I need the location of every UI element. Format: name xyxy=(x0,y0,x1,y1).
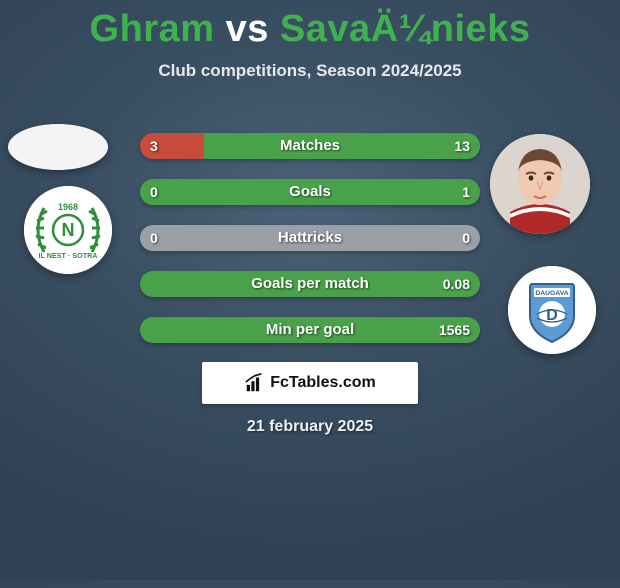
svg-text:IL NEST · SOTRA: IL NEST · SOTRA xyxy=(39,251,98,260)
stat-label: Hattricks xyxy=(140,225,480,251)
bar-chart-icon xyxy=(244,372,266,394)
player1-club-logo: 1968 N IL NEST · SOTRA xyxy=(24,186,112,274)
comparison-title: Ghram vs SavaÄ¼nieks xyxy=(0,8,620,51)
date-text: 21 february 2025 xyxy=(0,418,620,436)
player1-photo xyxy=(8,124,108,170)
vs-text: vs xyxy=(226,8,269,50)
player2-club-logo: DAUGAVA D xyxy=(508,266,596,354)
stat-label: Goals xyxy=(140,179,480,205)
branding-badge: FcTables.com xyxy=(202,362,418,404)
stat-row: 01Goals xyxy=(140,179,480,205)
player1-name: Ghram xyxy=(90,8,215,50)
stat-label: Min per goal xyxy=(140,317,480,343)
subtitle: Club competitions, Season 2024/2025 xyxy=(0,61,620,81)
svg-text:1968: 1968 xyxy=(58,202,78,212)
stat-label: Goals per match xyxy=(140,271,480,297)
stat-row: 313Matches xyxy=(140,133,480,159)
player2-name: SavaÄ¼nieks xyxy=(280,8,531,50)
player2-photo xyxy=(490,134,590,234)
svg-text:DAUGAVA: DAUGAVA xyxy=(535,290,568,297)
stat-row: 1565Min per goal xyxy=(140,317,480,343)
stat-row: 0.08Goals per match xyxy=(140,271,480,297)
stats-container: 313Matches 01Goals 00Hattricks 0.08Goals pe… xyxy=(140,133,480,363)
stat-row: 00Hattricks xyxy=(140,225,480,251)
svg-text:N: N xyxy=(62,220,75,240)
stat-label: Matches xyxy=(140,133,480,159)
branding-text: FcTables.com xyxy=(270,374,376,392)
